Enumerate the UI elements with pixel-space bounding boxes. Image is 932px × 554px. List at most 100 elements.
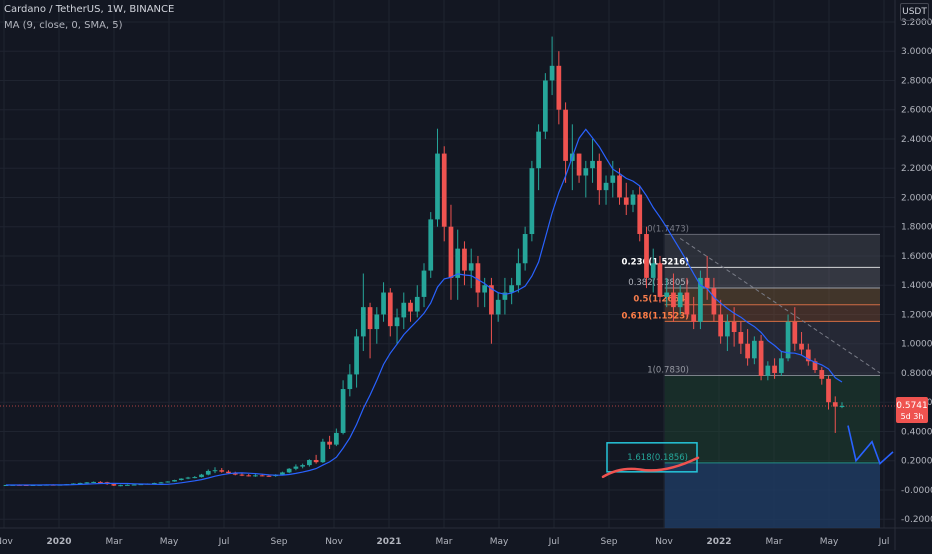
candle-body — [691, 314, 697, 322]
y-tick-label: 2.4000 — [901, 135, 932, 145]
candle-body — [785, 321, 791, 359]
candle-body — [522, 234, 528, 264]
fib-zone — [664, 267, 880, 289]
candle-body — [320, 441, 326, 463]
candle-body — [826, 378, 831, 403]
candle-body — [428, 219, 434, 271]
candle-body — [603, 182, 609, 191]
candle-body — [657, 263, 663, 297]
candle-body — [684, 292, 690, 315]
candle-body — [408, 302, 413, 312]
x-tick-label: Mar — [436, 537, 453, 547]
candle-body — [441, 153, 447, 227]
candle-body — [468, 263, 474, 271]
candle-body — [805, 349, 811, 362]
candle-body — [630, 194, 636, 205]
y-tick-label: 2.2000 — [901, 164, 932, 174]
y-tick-label: -0.0000 — [901, 486, 932, 496]
fib-zone — [664, 375, 880, 463]
candle-body — [778, 358, 784, 373]
y-tick-label: 2.8000 — [901, 76, 932, 86]
symbol-title[interactable]: Cardano / TetherUS, 1W, BINANCE — [4, 4, 175, 15]
candle-body — [462, 248, 467, 271]
fib-zone — [664, 304, 880, 322]
x-tick-label: May — [820, 537, 839, 547]
y-tick-label: 3.2000 — [901, 18, 932, 28]
x-tick-label: Nov — [325, 537, 343, 547]
trendline — [679, 237, 881, 374]
ma-indicator-label[interactable]: MA (9, close, 0, SMA, 5) — [4, 20, 123, 31]
candle-body — [704, 277, 710, 289]
candle-body — [118, 485, 123, 487]
candle-body — [347, 374, 353, 390]
candle-body — [549, 65, 555, 81]
fib-level-label: 0.236(1.5216) — [622, 257, 690, 267]
candle-body — [448, 226, 454, 278]
candle-body — [556, 65, 562, 110]
candle-body — [751, 340, 757, 359]
x-tick-label: 2022 — [706, 537, 731, 547]
candle-body — [435, 153, 440, 220]
projection-path — [847, 425, 894, 465]
y-tick-label: 1.6000 — [901, 252, 932, 262]
y-tick-label: 1.8000 — [901, 223, 932, 233]
candle-body — [165, 481, 171, 483]
fib-zone — [664, 288, 880, 305]
price-tag-value: 0.5741 — [896, 401, 928, 411]
candle-body — [475, 263, 481, 293]
candle-body — [772, 365, 777, 373]
candle-body — [650, 263, 656, 278]
candle-body — [232, 473, 238, 475]
candle-body — [185, 477, 191, 479]
y-tick-label: 3.0000 — [901, 47, 932, 57]
candle-body — [725, 321, 730, 337]
candle-body — [246, 475, 252, 477]
x-tick-label: 2020 — [46, 537, 71, 547]
candle-body — [529, 168, 535, 235]
candle-body — [205, 470, 211, 475]
candle-body — [839, 406, 845, 408]
y-tick-label: 0.4000 — [901, 427, 932, 437]
candle-body — [819, 370, 825, 379]
candle-body — [542, 80, 548, 132]
candle-body — [832, 402, 838, 407]
y-tick-label: 2.6000 — [901, 106, 932, 116]
candle-body — [502, 292, 508, 300]
candle-body — [138, 484, 144, 486]
candle-body — [239, 474, 245, 476]
candle-body — [623, 197, 629, 205]
candle-body — [644, 234, 649, 278]
y-tick-label: 2.0000 — [901, 193, 932, 203]
candle-body — [293, 466, 299, 469]
candle-body — [812, 361, 818, 371]
candle-body — [516, 263, 521, 286]
y-tick-label: 1.4000 — [901, 281, 932, 291]
candle-body — [509, 285, 515, 293]
candle-body — [340, 389, 346, 433]
candle-body — [563, 109, 568, 161]
candle-body — [192, 477, 198, 479]
x-tick-label: 2021 — [376, 537, 401, 547]
ma-line — [6, 128, 843, 486]
candle-body — [219, 470, 225, 472]
candle-body — [482, 285, 488, 293]
candle-body — [151, 482, 157, 484]
candle-body — [387, 292, 393, 327]
candle-body — [178, 478, 184, 481]
candle-body — [536, 131, 541, 169]
currency-unit-button[interactable]: USDT — [900, 3, 929, 21]
candle-body — [664, 292, 670, 297]
candle-body — [610, 175, 616, 183]
candle-body — [212, 470, 218, 472]
fib-zone — [664, 234, 880, 268]
x-tick-label: Jul — [548, 537, 560, 547]
candle-body — [199, 474, 204, 478]
y-tick-label: 1.0000 — [901, 340, 932, 350]
candle-body — [799, 343, 804, 350]
red-curve-drawing — [601, 456, 700, 479]
candle-body — [300, 465, 306, 467]
candle-body — [381, 292, 386, 315]
fib-extension-zone — [664, 462, 880, 528]
candle-body — [111, 484, 117, 486]
